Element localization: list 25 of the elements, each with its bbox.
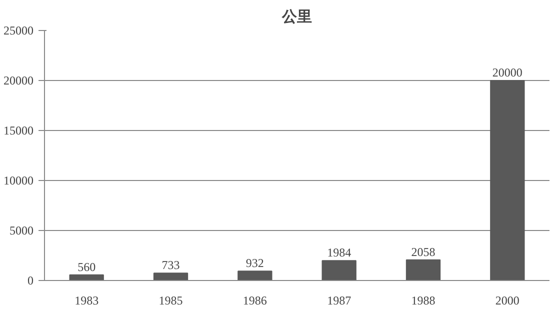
x-tick-label: 1985 bbox=[158, 294, 183, 308]
y-tick-label: 15000 bbox=[4, 124, 34, 138]
x-tick-label: 1988 bbox=[411, 294, 436, 308]
data-label: 2058 bbox=[411, 244, 436, 259]
y-tick-label: 0 bbox=[28, 274, 34, 288]
y-tick-label: 10000 bbox=[4, 174, 34, 188]
data-label: 560 bbox=[78, 260, 96, 274]
bar bbox=[406, 259, 441, 280]
data-label: 932 bbox=[246, 256, 264, 270]
chart-title: 公里 bbox=[281, 8, 312, 26]
y-tick-label: 25000 bbox=[4, 24, 34, 38]
bar bbox=[69, 274, 104, 280]
x-tick-label: 1986 bbox=[242, 294, 267, 308]
data-label: 20000 bbox=[492, 66, 522, 80]
x-tick-label: 2000 bbox=[495, 294, 520, 308]
data-label: 733 bbox=[162, 258, 180, 272]
bar bbox=[238, 270, 272, 280]
x-tick-label: 1983 bbox=[74, 294, 99, 308]
bar bbox=[322, 260, 356, 280]
data-label: 1984 bbox=[327, 246, 352, 260]
bar bbox=[490, 80, 525, 280]
y-tick-label: 5000 bbox=[10, 224, 34, 238]
bar bbox=[153, 272, 188, 280]
y-tick-label: 20000 bbox=[4, 74, 34, 88]
x-tick-label: 1987 bbox=[327, 294, 352, 308]
